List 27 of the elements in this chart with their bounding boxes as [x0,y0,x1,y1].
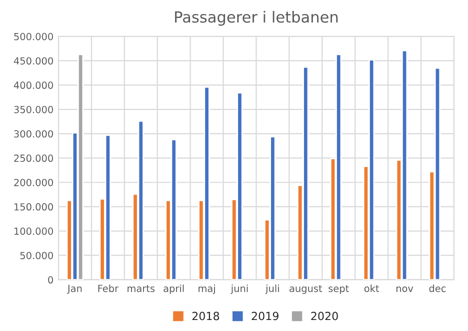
y-tick-label: 250.000 [14,154,53,162]
x-tick-label: dec [429,284,446,292]
y-tick-label: 100.000 [14,228,53,235]
y-tick-label: 150.000 [14,203,53,211]
x-tick-label: august [290,285,322,294]
x-tick-label: juni [230,284,248,294]
y-tick-label: 350.000 [14,106,53,114]
y-tick-label: 50.000 [20,252,53,260]
legend-label: 2019 [252,312,278,320]
x-tick-label: sept [328,285,349,294]
y-tick-label: 400.000 [14,82,53,89]
x-tick-label: april [164,284,184,294]
x-tick-label: juli [265,284,279,294]
y-tick-label: 500.000 [14,32,53,40]
y-tick-label: 450.000 [14,57,53,65]
y-tick-label: 300.000 [14,130,53,138]
x-tick-label: Jan [66,284,82,294]
legend-label: 2018 [192,312,220,320]
x-tick-label: maj [198,284,215,294]
legend-label: 2020 [311,312,338,320]
y-tick-label: 200.000 [14,178,53,186]
x-tick-label: okt [364,284,380,292]
chart-title: Passagerer i letbanen [175,10,338,26]
x-tick-label: Febr [98,284,119,292]
y-tick-label: 0 [48,276,53,284]
x-tick-label: marts [128,285,155,292]
x-tick-label: nov [396,286,414,292]
